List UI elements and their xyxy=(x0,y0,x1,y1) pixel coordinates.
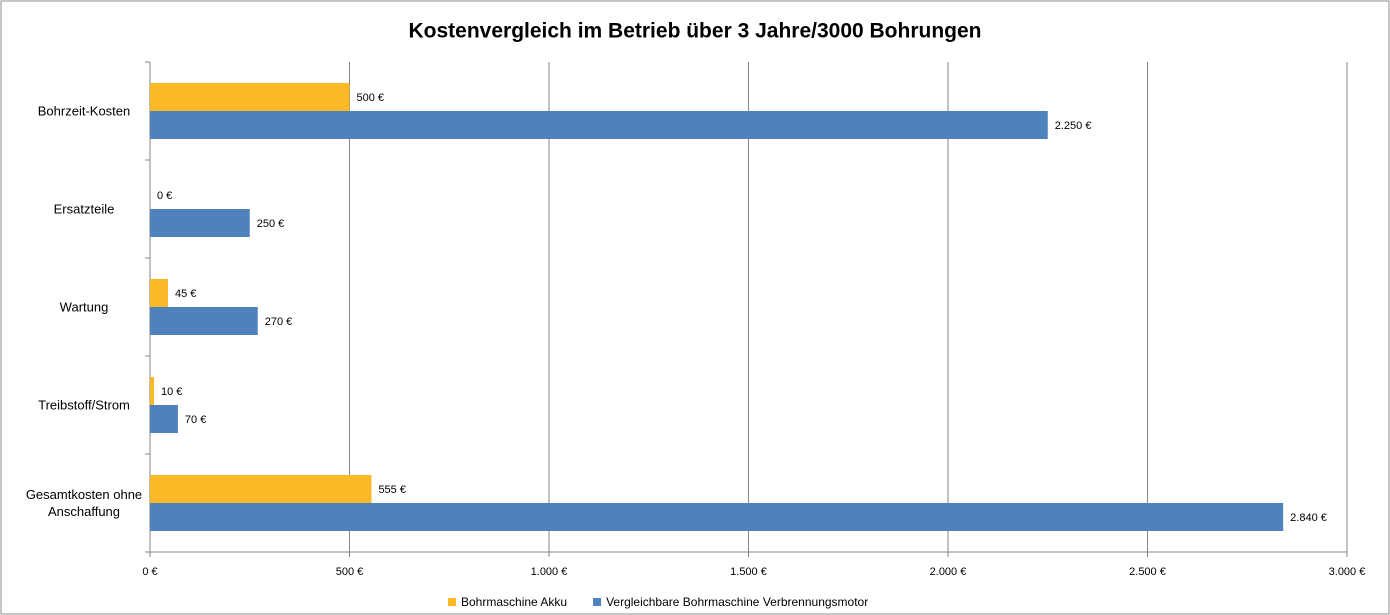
data-label: 2.840 € xyxy=(1290,512,1327,524)
y-tick-label: Ersatzteile xyxy=(53,201,115,217)
y-tick-label: Gesamtkosten ohne Anschaffung xyxy=(25,487,143,519)
bar xyxy=(150,503,1284,531)
bar xyxy=(150,377,154,405)
y-tick-label: Treibstoff/Strom xyxy=(38,397,130,413)
data-label: 500 € xyxy=(357,92,385,104)
x-tick-label: 500 € xyxy=(336,566,364,578)
legend-label: Bohrmaschine Akku xyxy=(461,595,567,609)
data-label: 250 € xyxy=(257,218,285,230)
bar xyxy=(150,307,258,335)
data-label: 2.250 € xyxy=(1055,120,1092,132)
y-tick-label: Wartung xyxy=(59,299,109,315)
legend-swatch xyxy=(593,598,602,606)
x-tick-label: 0 € xyxy=(142,566,157,578)
y-tick-label: Bohrzeit-Kosten xyxy=(37,103,131,119)
data-label: 70 € xyxy=(185,414,206,426)
bar xyxy=(150,279,168,307)
data-label: 10 € xyxy=(161,386,182,398)
data-label: 270 € xyxy=(265,316,293,328)
x-tick-label: 2.000 € xyxy=(930,566,967,578)
bar xyxy=(150,475,372,503)
bar xyxy=(150,83,350,111)
x-tick-label: 3.000 € xyxy=(1329,566,1366,578)
x-tick-label: 1.500 € xyxy=(730,566,767,578)
data-label: 0 € xyxy=(157,190,172,202)
data-label: 45 € xyxy=(175,288,196,300)
bar xyxy=(150,111,1048,139)
data-label: 555 € xyxy=(378,484,406,496)
x-tick-label: 2.500 € xyxy=(1129,566,1166,578)
legend-swatch xyxy=(448,598,456,606)
legend-label: Vergleichbare Bohrmaschine Verbrennungsm… xyxy=(606,595,868,609)
bar xyxy=(150,405,178,433)
chart-title: Kostenvergleich im Betrieb über 3 Jahre/… xyxy=(408,20,981,43)
x-tick-label: 1.000 € xyxy=(531,566,568,578)
bar xyxy=(150,209,250,237)
